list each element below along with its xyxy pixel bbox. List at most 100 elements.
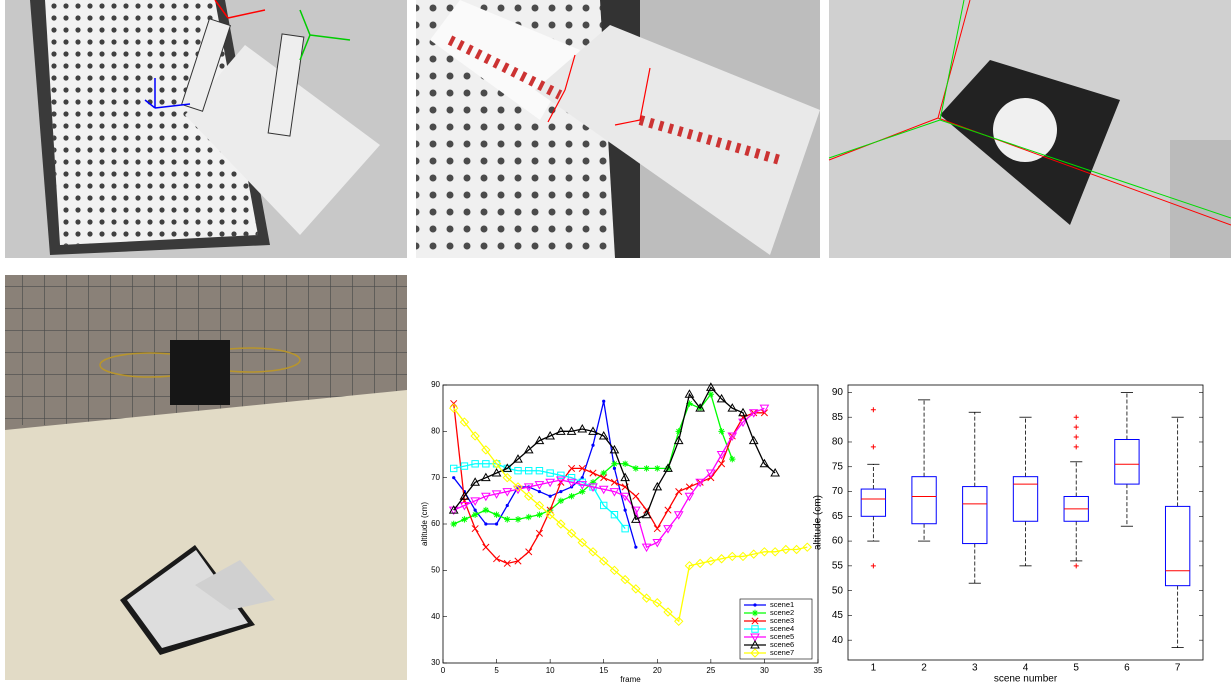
marker: [705, 469, 716, 479]
marker: [641, 543, 652, 553]
marker: [621, 460, 629, 467]
marker: [600, 501, 608, 510]
x-tick-label: 0: [441, 666, 446, 675]
marker: [610, 511, 619, 519]
marker: [579, 488, 586, 495]
marker: [738, 407, 748, 417]
x-tick-label: 25: [706, 666, 715, 675]
marker: [566, 426, 577, 435]
marker: [802, 542, 812, 552]
x-tick-label: 30: [760, 666, 769, 675]
marker: [484, 522, 488, 526]
marker: [502, 463, 513, 472]
marker: [534, 500, 545, 511]
marker: [514, 467, 522, 475]
marker: [493, 511, 500, 518]
marker: [620, 574, 630, 585]
marker: [673, 435, 684, 445]
marker: [502, 472, 512, 483]
marker: [620, 492, 631, 502]
marker: [609, 488, 620, 497]
marker: [791, 544, 802, 555]
marker: [770, 547, 780, 557]
y-tick-label: 75: [832, 461, 844, 472]
y-axis-label: altitude (cm): [813, 495, 824, 550]
marker: [718, 428, 725, 435]
x-tick-label: 35: [814, 666, 823, 675]
marker: [545, 478, 556, 488]
marker: [707, 391, 715, 398]
legend-label: scene6: [770, 640, 794, 649]
marker: [664, 506, 672, 514]
marker: [545, 510, 555, 520]
marker: [577, 424, 588, 433]
x-tick-label: 1: [871, 663, 877, 674]
marker: [759, 404, 770, 414]
marker: [591, 443, 595, 447]
y-tick-label: 45: [832, 610, 844, 621]
marker: [471, 525, 479, 533]
y-tick-label: 80: [431, 426, 440, 435]
marker: [749, 549, 759, 559]
marker: [632, 492, 640, 500]
x-tick-label: 10: [546, 666, 555, 675]
marker: [568, 464, 576, 472]
marker: [654, 465, 661, 472]
marker: [727, 432, 738, 441]
marker: [545, 430, 556, 440]
box: [1164, 505, 1191, 587]
x-tick-label: 5: [494, 666, 499, 675]
marker: [555, 426, 566, 435]
flier: [1073, 414, 1079, 420]
marker: [537, 489, 542, 494]
marker: [673, 511, 684, 520]
marker: [482, 506, 490, 514]
photo-quadrotor: [5, 275, 407, 680]
box: [911, 476, 937, 525]
marker: [535, 467, 544, 475]
marker: [706, 556, 716, 566]
legend-marker: [750, 639, 760, 649]
flier: [1073, 424, 1079, 430]
marker: [461, 516, 468, 523]
marker: [588, 483, 598, 492]
marker: [473, 508, 477, 512]
marker: [503, 559, 511, 567]
photo-calibration-board: [5, 0, 407, 258]
marker: [525, 513, 532, 521]
marker: [705, 382, 716, 391]
marker: [598, 485, 609, 495]
y-tick-label: 65: [832, 511, 844, 522]
y-tick-label: 40: [431, 612, 440, 621]
legend-marker: [751, 609, 759, 617]
marker: [632, 465, 640, 472]
marker: [546, 469, 554, 477]
marker: [727, 551, 737, 562]
x-tick-label: 15: [599, 666, 608, 675]
marker: [600, 469, 607, 477]
marker: [523, 444, 534, 454]
marker: [502, 488, 513, 497]
y-tick-label: 90: [431, 380, 440, 389]
marker: [525, 467, 533, 475]
marker: [695, 558, 705, 569]
marker: [513, 482, 523, 492]
marker: [580, 476, 584, 480]
marker: [738, 418, 748, 428]
photo-marker-detection: [416, 0, 820, 258]
marker: [630, 514, 641, 523]
marker: [481, 445, 491, 455]
marker: [452, 476, 456, 480]
photo-corner-zoom: [828, 0, 1231, 258]
marker: [621, 524, 629, 533]
marker: [684, 389, 695, 398]
x-tick-label: 3: [972, 663, 978, 674]
marker: [450, 464, 458, 473]
y-tick-label: 55: [832, 560, 844, 571]
box: [1012, 476, 1039, 522]
marker: [589, 469, 597, 477]
marker: [759, 547, 770, 557]
x-tick-label: 7: [1175, 663, 1181, 674]
